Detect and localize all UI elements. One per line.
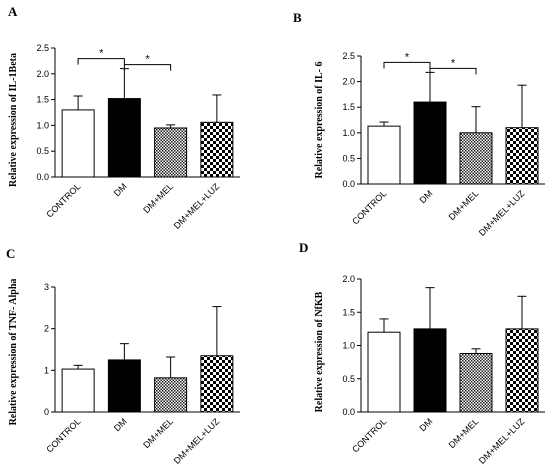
category-label: DM bbox=[112, 181, 129, 198]
y-tick-label: 1 bbox=[44, 365, 49, 375]
category-label: DM+MEL bbox=[141, 181, 175, 215]
bar bbox=[154, 127, 188, 178]
bar bbox=[154, 377, 188, 413]
bar bbox=[505, 328, 539, 413]
category-label: CONTROL bbox=[44, 181, 82, 219]
significance-bracket bbox=[123, 64, 172, 71]
bar bbox=[505, 127, 539, 185]
y-tick-label: 2.5 bbox=[342, 51, 355, 61]
bar bbox=[367, 125, 401, 185]
significance-bracket bbox=[429, 67, 477, 75]
y-tick-label: 1.5 bbox=[36, 95, 49, 105]
bar bbox=[413, 328, 447, 413]
y-tick-label: 3 bbox=[44, 282, 49, 292]
bar bbox=[459, 352, 493, 413]
category-label: DM+MEL bbox=[141, 416, 175, 450]
category-label: DM bbox=[112, 416, 129, 433]
panel-letter: D bbox=[299, 240, 308, 255]
y-tick-label: 2.5 bbox=[36, 43, 49, 53]
significance-star: * bbox=[405, 51, 410, 63]
y-axis-label: Relative expression of TNF- Alpha bbox=[8, 279, 19, 426]
bar bbox=[200, 355, 234, 413]
y-axis-label: Relative expression of IL- 6 bbox=[314, 61, 325, 178]
y-tick-label: 0.0 bbox=[36, 172, 49, 182]
y-tick-label: 1.0 bbox=[36, 120, 49, 130]
y-tick-label: 0 bbox=[44, 407, 49, 417]
panel-d: D Relative expression of NfKB 0.0 0.5 1.0 1… bbox=[299, 240, 545, 466]
y-tick-label: 2 bbox=[44, 324, 49, 334]
y-axis-label: Relative expression of NfKB bbox=[314, 291, 325, 412]
category-label: DM+MEL+LUZ bbox=[477, 188, 527, 238]
category-label: DM+MEL+LUZ bbox=[477, 416, 527, 466]
bar bbox=[61, 109, 95, 178]
panel-letter: C bbox=[6, 246, 15, 261]
y-tick-label: 1.5 bbox=[342, 307, 355, 317]
y-tick-label: 2.0 bbox=[36, 69, 49, 79]
significance-star: * bbox=[451, 57, 456, 69]
significance-star: * bbox=[145, 54, 150, 66]
panel-letter: A bbox=[8, 4, 18, 19]
bar bbox=[107, 98, 141, 178]
category-label: CONTROL bbox=[350, 416, 388, 454]
category-label: DM+MEL+LUZ bbox=[172, 181, 222, 231]
y-tick-label: 0.5 bbox=[342, 374, 355, 384]
y-axis-label: Relative expression of IL-1Beta bbox=[8, 53, 19, 187]
y-tick-label: 0.5 bbox=[342, 153, 355, 163]
significance-bracket bbox=[77, 58, 125, 65]
y-tick-label: 0.0 bbox=[342, 179, 355, 189]
bar bbox=[367, 331, 401, 413]
significance-star: * bbox=[99, 48, 104, 60]
panel-b: B Relative expression of IL- 6 0.0 0.5 1.0… bbox=[293, 10, 545, 238]
y-tick-label: 1.0 bbox=[342, 128, 355, 138]
bar bbox=[200, 121, 234, 178]
category-label: DM+MEL+LUZ bbox=[172, 416, 222, 466]
y-tick-label: 1.0 bbox=[342, 341, 355, 351]
y-tick-label: 0.5 bbox=[36, 146, 49, 156]
category-label: CONTROL bbox=[44, 416, 82, 454]
bar bbox=[107, 359, 141, 413]
bar bbox=[61, 368, 95, 413]
category-label: DM bbox=[417, 188, 434, 205]
category-label: CONTROL bbox=[350, 188, 388, 226]
y-tick-label: 2.0 bbox=[342, 274, 355, 284]
category-label: DM+MEL bbox=[447, 416, 481, 450]
y-tick-label: 0.0 bbox=[342, 407, 355, 417]
category-label: DM+MEL bbox=[447, 188, 481, 222]
panel-letter: B bbox=[293, 10, 302, 25]
panel-a: A Relative expression of IL-1Beta 0.0 0.5… bbox=[8, 4, 240, 231]
bar bbox=[459, 132, 493, 185]
significance-bracket bbox=[383, 61, 431, 69]
bar bbox=[413, 101, 447, 185]
y-tick-label: 1.5 bbox=[342, 102, 355, 112]
category-label: DM bbox=[417, 416, 434, 433]
y-tick-label: 2.0 bbox=[342, 77, 355, 87]
panel-c: C Relative expression of TNF- Alpha 0 1 2 3… bbox=[6, 246, 240, 466]
